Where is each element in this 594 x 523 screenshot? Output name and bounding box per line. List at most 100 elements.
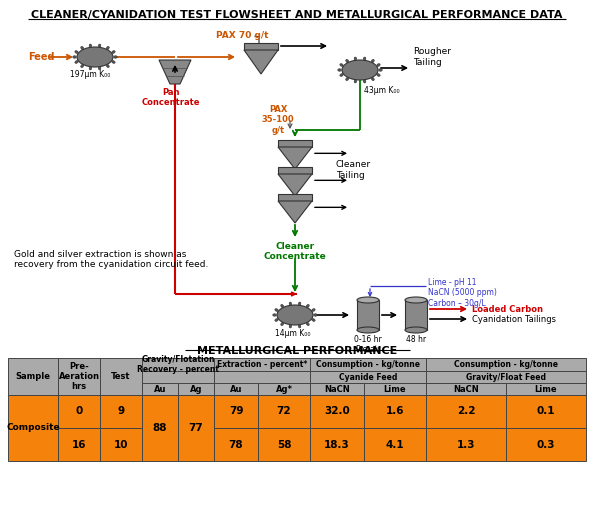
Text: PAX 70 g/t: PAX 70 g/t (216, 31, 268, 40)
Text: 4.1: 4.1 (386, 439, 405, 449)
Bar (8, 395, 58, 461)
Bar (178, 383, 214, 395)
Ellipse shape (357, 297, 379, 303)
Text: Loaded Carbon: Loaded Carbon (472, 304, 543, 313)
Ellipse shape (75, 51, 78, 53)
Ellipse shape (275, 319, 278, 321)
Bar (142, 358, 214, 371)
Bar (506, 395, 586, 428)
Bar (58, 428, 100, 461)
Bar (58, 358, 100, 395)
Bar (214, 428, 258, 461)
Text: 197μm K₀₀: 197μm K₀₀ (70, 70, 110, 79)
Text: Ag: Ag (189, 384, 202, 393)
Ellipse shape (357, 327, 379, 333)
Text: Gravity/Flotation
Recovery - percent: Gravity/Flotation Recovery - percent (137, 355, 219, 374)
Ellipse shape (98, 66, 101, 70)
Bar (214, 383, 258, 395)
Text: CLEANER/CYANIDATION TEST FLOWSHEET AND METALLURGICAL PERFORMANCE DATA: CLEANER/CYANIDATION TEST FLOWSHEET AND M… (31, 10, 563, 20)
Polygon shape (278, 201, 312, 223)
Text: 0-16 hr
Pre-air: 0-16 hr Pre-air (354, 335, 382, 355)
Text: 10: 10 (113, 439, 128, 449)
Text: Cleaner
Concentrate: Cleaner Concentrate (264, 242, 326, 262)
Bar (100, 395, 142, 428)
Ellipse shape (106, 47, 109, 50)
Text: Ag*: Ag* (276, 384, 292, 393)
Ellipse shape (340, 74, 343, 76)
Ellipse shape (312, 309, 315, 311)
Ellipse shape (106, 64, 109, 67)
Ellipse shape (371, 77, 374, 81)
Ellipse shape (364, 79, 366, 83)
Text: 43μm K₀₀: 43μm K₀₀ (364, 86, 400, 95)
Ellipse shape (354, 57, 357, 61)
Text: 72: 72 (277, 406, 291, 416)
Ellipse shape (289, 324, 292, 328)
Text: 88: 88 (153, 423, 168, 433)
Text: Test: Test (111, 372, 131, 381)
Bar (310, 395, 364, 428)
Text: 9: 9 (118, 406, 125, 416)
Bar (142, 395, 178, 461)
Text: Extraction - percent*: Extraction - percent* (217, 360, 307, 369)
Text: 58: 58 (277, 439, 291, 449)
Bar (142, 371, 214, 395)
Text: 78: 78 (229, 439, 244, 449)
Text: NaCN: NaCN (324, 384, 350, 393)
Bar (426, 358, 586, 371)
Text: 77: 77 (189, 423, 203, 433)
Text: 18.3: 18.3 (324, 439, 350, 449)
Bar (214, 358, 310, 371)
Bar (278, 194, 312, 201)
Ellipse shape (371, 60, 374, 63)
Text: Cyanide Feed: Cyanide Feed (339, 372, 397, 381)
Text: 32.0: 32.0 (324, 406, 350, 416)
Bar (364, 395, 426, 428)
Text: 0: 0 (75, 406, 83, 416)
Polygon shape (278, 147, 312, 169)
Bar (100, 358, 142, 395)
Text: Cleaner
Tailing: Cleaner Tailing (336, 161, 371, 180)
Text: 48 hr: 48 hr (406, 335, 426, 344)
Text: 14μm K₀₀: 14μm K₀₀ (275, 329, 311, 338)
Ellipse shape (307, 304, 309, 308)
Text: Composite: Composite (6, 424, 60, 433)
Ellipse shape (89, 66, 91, 70)
Polygon shape (244, 50, 278, 74)
Text: Au: Au (154, 384, 166, 393)
Ellipse shape (377, 64, 380, 66)
Ellipse shape (75, 61, 78, 63)
Text: Lime - pH 11
NaCN (5000 ppm)
Carbon – 30g/L: Lime - pH 11 NaCN (5000 ppm) Carbon – 30… (428, 278, 497, 308)
Text: Consumption - kg/tonne: Consumption - kg/tonne (454, 360, 558, 369)
Bar (244, 43, 278, 50)
Text: 79: 79 (229, 406, 244, 416)
Ellipse shape (81, 47, 84, 50)
Text: 0.1: 0.1 (537, 406, 555, 416)
Text: Gold and silver extraction is shown as
recovery from the cyanidation circuit fee: Gold and silver extraction is shown as r… (14, 250, 208, 269)
Ellipse shape (113, 56, 117, 58)
Text: Lime: Lime (384, 384, 406, 393)
Text: Feed: Feed (28, 52, 55, 62)
Ellipse shape (314, 314, 317, 316)
Polygon shape (278, 174, 312, 196)
Ellipse shape (354, 79, 357, 83)
Text: Lime: Lime (535, 384, 557, 393)
Bar (310, 358, 426, 371)
Bar (426, 371, 586, 383)
Ellipse shape (298, 324, 301, 328)
Bar (58, 395, 100, 428)
Bar (310, 428, 364, 461)
Ellipse shape (379, 69, 383, 71)
Ellipse shape (307, 322, 309, 325)
Ellipse shape (364, 57, 366, 61)
Bar (278, 140, 312, 147)
Bar (506, 428, 586, 461)
Ellipse shape (77, 47, 113, 67)
Ellipse shape (81, 64, 84, 67)
Text: 16: 16 (72, 439, 86, 449)
Ellipse shape (98, 44, 101, 48)
Bar (364, 428, 426, 461)
Text: Pre-
Aeration
hrs: Pre- Aeration hrs (58, 361, 100, 391)
Bar (405, 300, 427, 330)
Bar (506, 383, 586, 395)
